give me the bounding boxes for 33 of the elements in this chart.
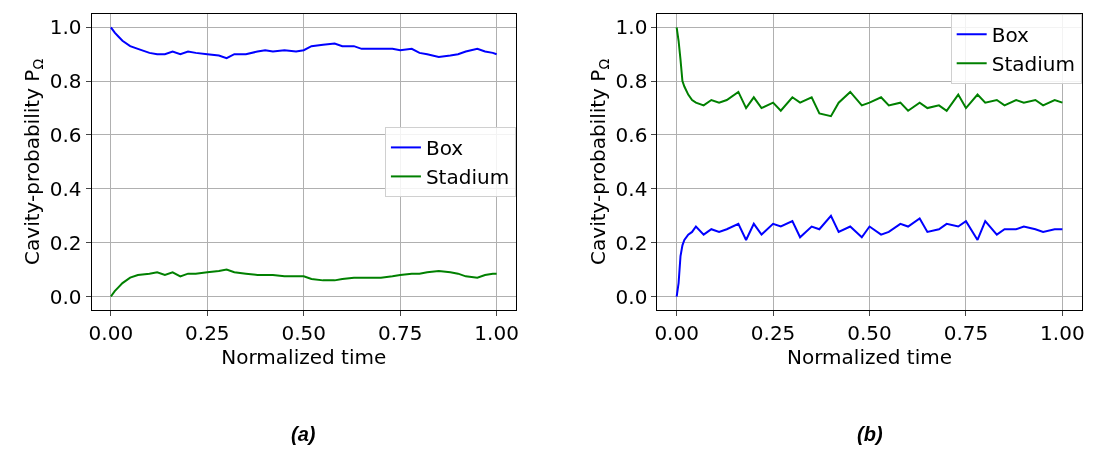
x-axis-title: Normalized time [221,344,387,369]
x-tick-label: 1.00 [1040,320,1085,345]
y-tick-label: 0.0 [615,284,648,309]
y-tick-label: 0.4 [615,176,648,201]
x-tick-label: 0.25 [185,320,230,345]
x-tick-label: 0.00 [88,320,134,345]
x-tick-label: 0.50 [847,320,892,345]
y-tick-label: 0.0 [49,284,82,309]
legend-label: Stadium [991,52,1075,77]
x-tick-label: 0.50 [281,320,327,345]
x-tick-label: 0.00 [654,320,699,345]
y-tick-label: 1.0 [615,15,648,40]
y-tick-label: 0.4 [49,176,82,201]
legend-label: Stadium [425,165,510,190]
legend-label: Box [991,23,1030,48]
text: (b) [857,423,883,445]
line-series [109,26,498,60]
legend-label: Box [425,136,464,161]
x-tick-label: 0.75 [943,320,989,345]
line-series [675,214,1064,298]
y-tick-label: 0.6 [615,122,648,147]
text: (a) [291,423,316,445]
y-tick-label: 0.8 [615,69,648,94]
x-axis-title: Normalized time [787,344,952,369]
y-tick-label: 0.2 [49,230,82,255]
line-series [109,268,498,298]
x-tick-label: 0.25 [750,320,796,345]
y-tick-label: 0.2 [615,230,648,255]
y-tick-label: 1.0 [49,15,82,40]
x-tick-label: 0.75 [377,320,423,345]
x-tick-label: 1.00 [474,320,519,345]
y-tick-label: 0.8 [49,69,82,94]
y-tick-label: 0.6 [49,122,82,147]
